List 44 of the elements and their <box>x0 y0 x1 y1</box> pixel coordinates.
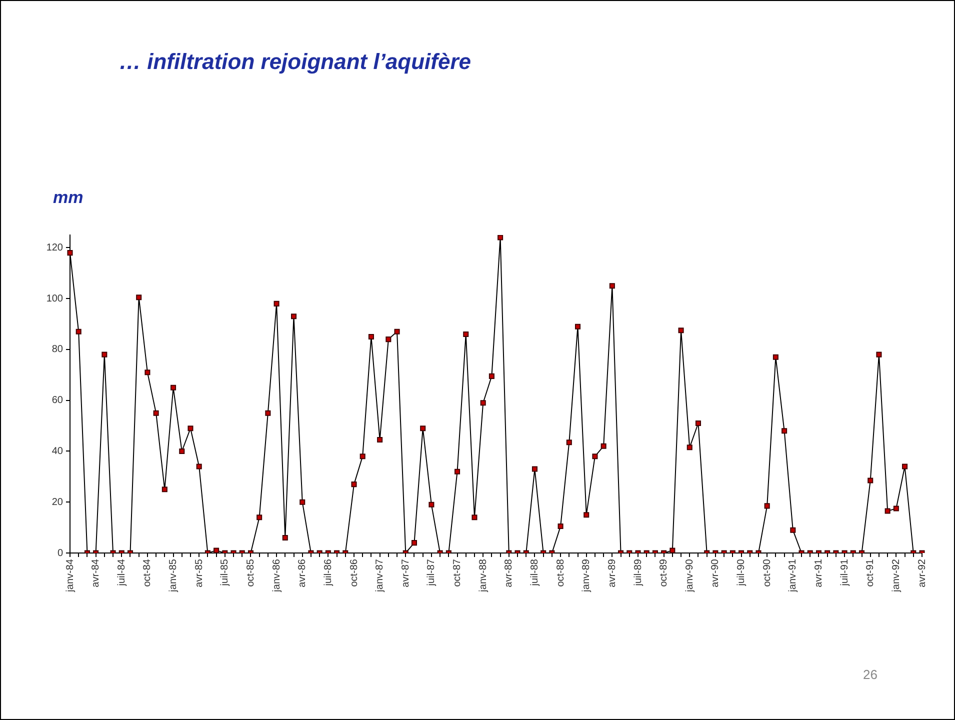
x-tick-label: juil-90 <box>736 558 748 587</box>
x-tick-label: janv-88 <box>478 558 489 593</box>
y-tick-label: 120 <box>46 242 64 254</box>
text: 26 <box>863 667 878 682</box>
x-tick-label: juil-86 <box>322 558 334 587</box>
y-tick-label: 80 <box>52 344 64 356</box>
x-tick-label: oct-87 <box>452 558 464 587</box>
x-tick-label: juil-85 <box>220 558 231 587</box>
x-tick-label: avr-84 <box>90 558 102 588</box>
x-tick-label: juil-87 <box>426 558 438 587</box>
x-tick-label: oct-89 <box>658 558 670 587</box>
x-tick-label: juil-89 <box>632 558 644 587</box>
x-tick-label: janv-90 <box>684 558 696 593</box>
x-tick-label: janv-92 <box>890 558 902 593</box>
x-tick-label: janv-87 <box>374 558 386 593</box>
x-tick-label: oct-90 <box>762 558 773 587</box>
chart-title: … infiltration rejoignant l’aquifère <box>119 49 472 75</box>
x-tick-label: janv-84 <box>64 558 76 593</box>
x-tick-label: avr-90 <box>710 558 722 588</box>
x-tick-label: oct-84 <box>142 558 154 587</box>
x-tick-label: janv-85 <box>168 558 180 593</box>
y-tick-label: 0 <box>57 548 64 559</box>
x-tick-label: avr-92 <box>916 558 928 588</box>
x-tick-label: juil-88 <box>529 558 540 587</box>
x-tick-label: oct-91 <box>865 558 876 587</box>
x-tick-label: avr-91 <box>813 558 824 588</box>
y-tick-label: 60 <box>52 395 64 406</box>
x-tick-label: janv-86 <box>271 558 282 593</box>
x-tick-label: oct-86 <box>348 558 360 587</box>
y-tick-label: 40 <box>52 446 64 457</box>
x-tick-label: juil-84 <box>116 558 128 587</box>
x-tick-label: oct-85 <box>245 558 256 587</box>
x-tick-label: avr-86 <box>297 558 308 588</box>
x-tick-label: avr-88 <box>504 558 515 588</box>
x-tick-label: janv-91 <box>788 558 799 593</box>
x-tick-label: juil-91 <box>839 558 850 587</box>
x-tick-label: oct-88 <box>555 558 566 587</box>
x-tick-label: avr-89 <box>606 558 618 588</box>
y-axis-title: mm <box>53 188 84 208</box>
x-tick-label: janv-89 <box>581 558 592 593</box>
x-tick-label: avr-85 <box>194 558 205 588</box>
y-tick-label: 20 <box>52 496 64 508</box>
x-tick-label: avr-87 <box>400 558 412 588</box>
y-tick-label: 100 <box>46 293 64 304</box>
